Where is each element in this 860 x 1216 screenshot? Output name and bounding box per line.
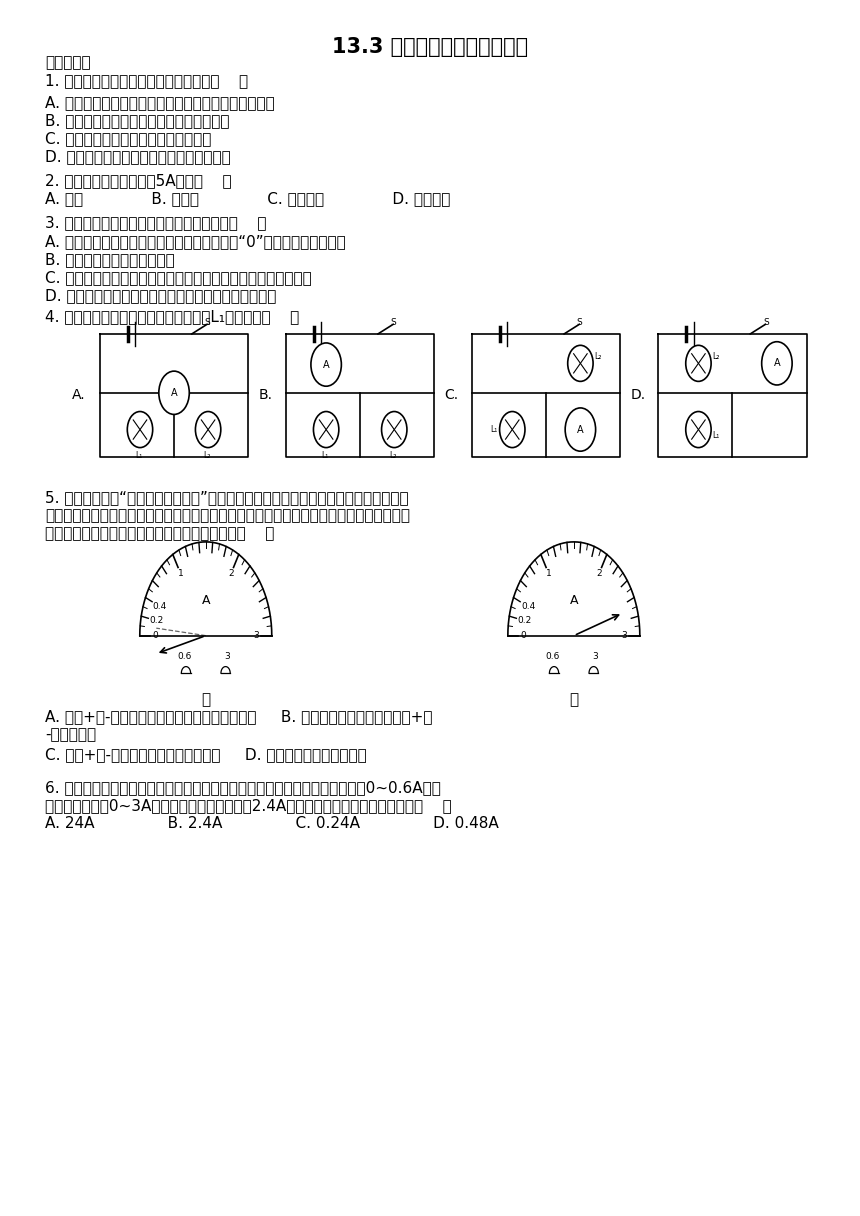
Text: 3: 3 [224,652,230,660]
Text: 指在零刻度处。当闭合开关试触时，发现电表指针摇动分别出现了如图甲、乙所示的两种情: 指在零刻度处。当闭合开关试触时，发现电表指针摇动分别出现了如图甲、乙所示的两种情 [45,508,410,523]
Text: 乙: 乙 [569,692,579,706]
Text: D. 正电荷定向移动的方向规定为电流的方向: D. 正电荷定向移动的方向规定为电流的方向 [45,148,230,164]
Text: C. 甲表+、-接线柱接反了，乙表短路了     D. 甲表断路了，乙表短路了: C. 甲表+、-接线柱接反了，乙表短路了 D. 甲表断路了，乙表短路了 [45,748,366,762]
Circle shape [565,407,596,451]
Text: A. 自由电子定向移动的方向就是金属导体中电流的方向: A. 自由电子定向移动的方向就是金属导体中电流的方向 [45,95,274,109]
Text: 3: 3 [253,631,259,640]
Text: L₂: L₂ [204,451,211,460]
Text: L₂: L₂ [390,451,397,460]
Text: S: S [577,317,582,327]
Text: 3: 3 [592,652,598,660]
Text: 3: 3 [621,631,627,640]
Text: 0.4: 0.4 [521,602,535,612]
Text: 1: 1 [546,569,551,579]
Text: A. 甲表+、-接线柱接反了，乙表选接的量程小了     B. 甲表选接的量程小了，乙表+、: A. 甲表+、-接线柱接反了，乙表选接的量程小了 B. 甲表选接的量程小了，乙表… [45,709,433,724]
Circle shape [313,411,339,447]
Text: 2: 2 [228,569,234,579]
Text: 甲: 甲 [201,692,211,706]
Text: 2: 2 [596,569,602,579]
Text: B.: B. [258,388,273,402]
Text: 1. 关于电流的方向，以下说法正确的是（    ）: 1. 关于电流的方向，以下说法正确的是（ ） [45,73,249,88]
Text: 0.2: 0.2 [150,617,164,625]
Text: 一、单选题: 一、单选题 [45,55,90,71]
Text: A. 空调              B. 电视机              C. 电子手表              D. 节能电灯: A. 空调 B. 电视机 C. 电子手表 D. 节能电灯 [45,191,451,206]
Text: A.: A. [72,388,86,402]
Text: S: S [390,317,396,327]
Text: C. 当电路中的电流不清楚时，要用试触的方法来选定合适的量程: C. 当电路中的电流不清楚时，要用试触的方法来选定合适的量程 [45,270,312,286]
Circle shape [762,342,792,385]
Text: 0.4: 0.4 [153,602,167,612]
Text: S: S [763,317,769,327]
Text: 0: 0 [153,631,158,640]
Text: A: A [171,388,177,398]
Circle shape [382,411,407,447]
Text: 0.2: 0.2 [518,617,531,625]
Text: L₁: L₁ [322,451,329,460]
Text: L₂: L₂ [594,351,601,361]
Text: A: A [569,593,578,607]
Text: -接线柱接反: -接线柱接反 [45,727,96,742]
Text: 1: 1 [178,569,183,579]
Text: 4. 下列电路图中，电流表能直接测量灯L₁电流的是（    ）: 4. 下列电路图中，电流表能直接测量灯L₁电流的是（ ） [45,309,299,323]
Text: L₂: L₂ [712,351,719,361]
Circle shape [500,411,525,447]
Text: 程，而小明却按0~3A这个量程读的数，读数为2.4A，那么实际上测得的电流应该是（    ）: 程，而小明却按0~3A这个量程读的数，读数为2.4A，那么实际上测得的电流应该是… [45,798,452,814]
Text: 0.6: 0.6 [177,652,192,660]
Text: 6. 小丽和小明两个同学在用电流表测同一电路中的电流时，小丽接入电路的是0~0.6A的量: 6. 小丽和小明两个同学在用电流表测同一电路中的电流时，小丽接入电路的是0~0.… [45,779,441,795]
Text: D.: D. [630,388,646,402]
Text: C.: C. [445,388,458,402]
Text: A: A [577,424,584,434]
Circle shape [195,411,221,447]
Text: 3. 关于电流表的使用，下列说法中正确的是（    ）: 3. 关于电流表的使用，下列说法中正确的是（ ） [45,215,267,230]
Text: B. 电流表要并联在被测电路中: B. 电流表要并联在被测电路中 [45,252,175,268]
Circle shape [685,411,711,447]
Text: A. 24A               B. 2.4A               C. 0.24A               D. 0.48A: A. 24A B. 2.4A C. 0.24A D. 0.48A [45,816,499,831]
Text: A. 使用前如果电流表的指针没有指在表盘上的“0”点，不需要进行调零: A. 使用前如果电流表的指针没有指在表盘上的“0”点，不需要进行调零 [45,235,346,249]
Text: 2. 下列用电器的电流约为5A的是（    ）: 2. 下列用电器的电流约为5A的是（ ） [45,173,231,187]
Text: S: S [205,317,210,327]
Text: 13.3 怎样认识电流和测量电流: 13.3 怎样认识电流和测量电流 [332,36,528,57]
Circle shape [311,343,341,387]
Text: 0.6: 0.6 [545,652,560,660]
Text: A: A [201,593,210,607]
Text: A: A [774,359,780,368]
Text: L₁: L₁ [490,426,497,434]
Text: B. 自由电荷定向移动的方向就是电流的方向: B. 自由电荷定向移动的方向就是电流的方向 [45,113,230,128]
Text: 况。分析在电流表的使用上，分别存在的问题是（    ）: 况。分析在电流表的使用上，分别存在的问题是（ ） [45,527,274,541]
Text: D. 可以不经过用电器把电流表接线柱接到电源的两极上: D. 可以不经过用电器把电流表接线柱接到电源的两极上 [45,288,276,303]
Circle shape [127,411,153,447]
Circle shape [685,345,711,382]
Text: A: A [322,360,329,370]
Circle shape [159,371,189,415]
Text: C. 负电荷移动的方向与电流的方向相反: C. 负电荷移动的方向与电流的方向相反 [45,131,212,146]
Text: L₁: L₁ [136,451,143,460]
Text: 0: 0 [521,631,526,640]
Circle shape [568,345,593,382]
Text: 5. 两位同学在做“用电流表测量电流”的分组实验中，闭合开关前，他们的电流表指针均: 5. 两位同学在做“用电流表测量电流”的分组实验中，闭合开关前，他们的电流表指针… [45,490,408,505]
Text: L₁: L₁ [712,430,719,440]
